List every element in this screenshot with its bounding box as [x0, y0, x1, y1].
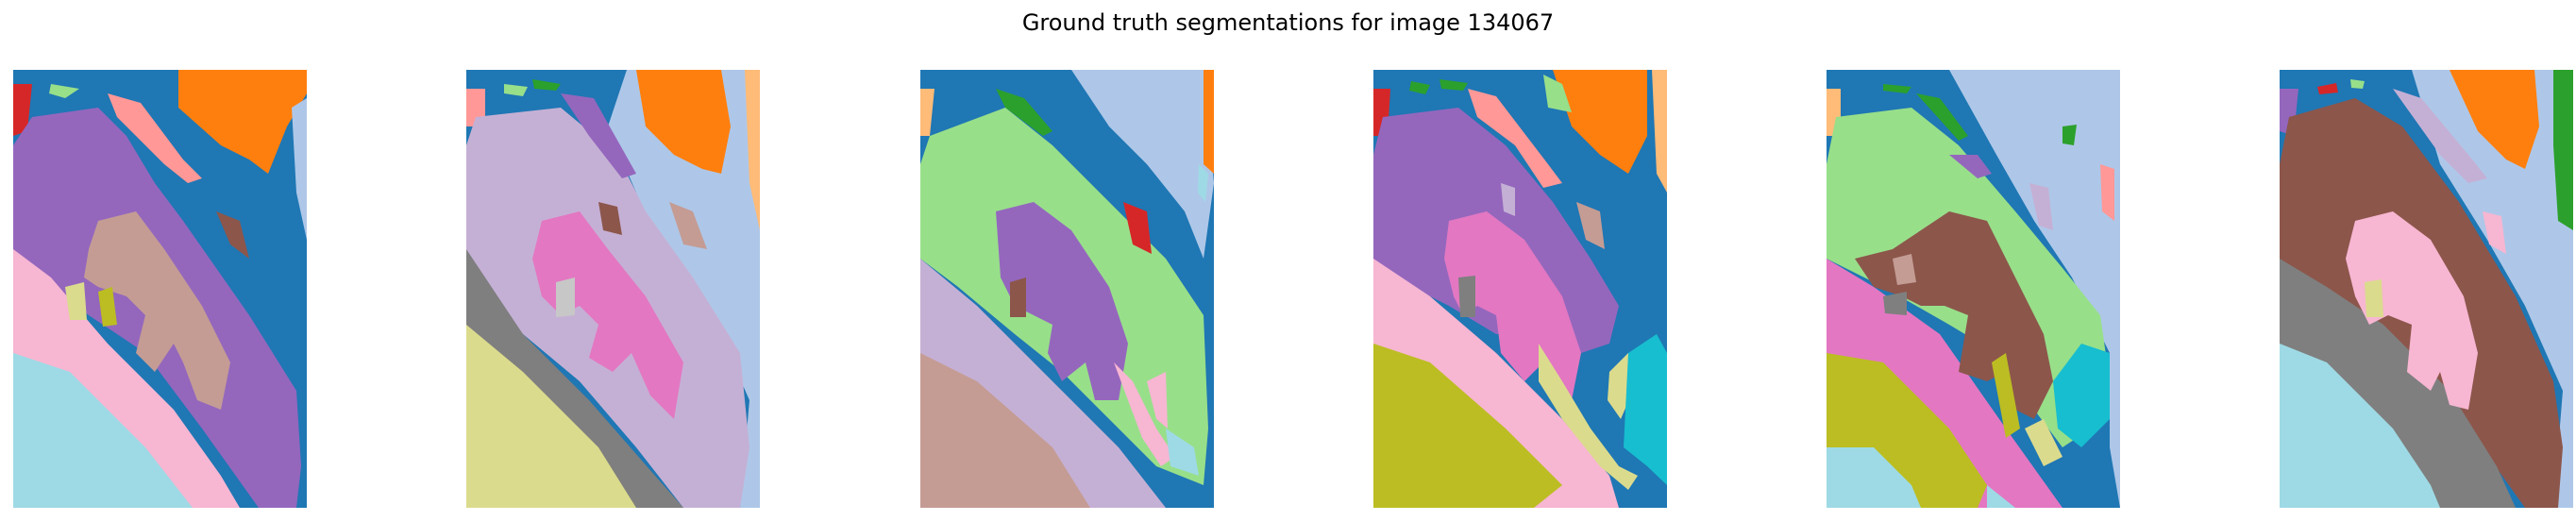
region-cyan-light [1166, 429, 1199, 476]
region-light-pink-2 [2483, 211, 2506, 254]
segmentation-panel-2 [466, 70, 760, 508]
region-light-pink-2 [1147, 372, 1168, 429]
region-tan [84, 211, 230, 410]
region-light-blue [292, 98, 307, 240]
region-orange [1204, 70, 1214, 174]
region-salmon [1468, 89, 1562, 188]
region-red [13, 84, 32, 136]
region-olive-2 [1992, 353, 2020, 438]
region-purple [1949, 155, 1992, 178]
region-khaki [2025, 419, 2062, 466]
segmentation-panel-1 [13, 70, 307, 508]
region-light-blue [2412, 70, 2573, 508]
region-cyan [1624, 334, 1667, 485]
region-orange [1553, 70, 1647, 174]
segmentation-panel-4 [1373, 70, 1667, 508]
region-khaki [65, 282, 87, 320]
region-cyan-light [1827, 447, 1921, 508]
region-light-green [504, 84, 528, 96]
region-light-green [1543, 75, 1572, 112]
region-light-blue [1071, 70, 1214, 259]
region-green [1883, 84, 1911, 93]
region-lavender [1501, 183, 1515, 216]
region-cyan [2053, 344, 2110, 447]
region-lavender [2029, 183, 2053, 230]
segmentation-map-4 [1373, 70, 1667, 508]
region-pink [532, 211, 683, 419]
region-light-blue [1949, 70, 2120, 508]
region-light-green [49, 84, 79, 98]
segmentation-panel-5 [1827, 70, 2120, 508]
region-light-pink [1114, 362, 1175, 466]
segmentation-map-2 [466, 70, 760, 508]
region-olive [98, 287, 117, 327]
region-light-orange [745, 70, 760, 230]
segmentation-map-5 [1827, 70, 2120, 508]
region-green-3 [2062, 125, 2077, 145]
region-gray [1458, 276, 1475, 317]
region-light-pink [2346, 211, 2478, 410]
region-green-2 [1916, 93, 1968, 141]
region-green [2553, 70, 2573, 230]
figure-title: Ground truth segmentations for image 134… [1021, 9, 1555, 36]
region-tan [669, 202, 707, 249]
region-brown [1010, 277, 1026, 317]
region-light-orange [920, 89, 934, 136]
region-khaki [2365, 279, 2383, 317]
region-light-green [2350, 79, 2365, 89]
segmentation-panel-6 [2280, 70, 2573, 508]
region-salmon [2100, 164, 2114, 221]
region-purple [996, 202, 1128, 400]
region-orange [178, 70, 307, 174]
region-green [1409, 81, 1430, 94]
region-red [2317, 83, 2338, 94]
region-gray [1883, 292, 1907, 315]
region-green-2 [1440, 79, 1468, 91]
region-khaki [466, 325, 636, 508]
region-light-gray [556, 277, 575, 317]
region-tan [1576, 202, 1605, 249]
region-cyan-light-2 [1198, 164, 1208, 202]
region-pink [1444, 211, 1581, 400]
region-light-orange [1652, 70, 1667, 193]
region-cyan-light [2280, 344, 2440, 508]
region-khaki [1539, 344, 1638, 490]
region-orange [636, 70, 731, 174]
segmentation-map-1 [13, 70, 307, 508]
region-orange [2450, 70, 2539, 169]
region-tan [920, 353, 1090, 508]
region-green [532, 79, 561, 91]
region-purple [561, 93, 636, 178]
region-brown [216, 211, 249, 259]
segmentation-map-6 [2280, 70, 2573, 508]
region-brown [598, 202, 622, 235]
region-tan [1893, 254, 1916, 285]
region-olive [1373, 344, 1562, 508]
region-green [996, 89, 1052, 136]
region-lavender [2393, 89, 2487, 183]
region-salmon [108, 93, 202, 183]
region-red [1123, 202, 1152, 254]
segmentation-map-3 [920, 70, 1214, 508]
region-cyan-light-2 [1987, 485, 2015, 508]
segmentation-panel-3 [920, 70, 1214, 508]
region-cyan-light [13, 353, 193, 508]
